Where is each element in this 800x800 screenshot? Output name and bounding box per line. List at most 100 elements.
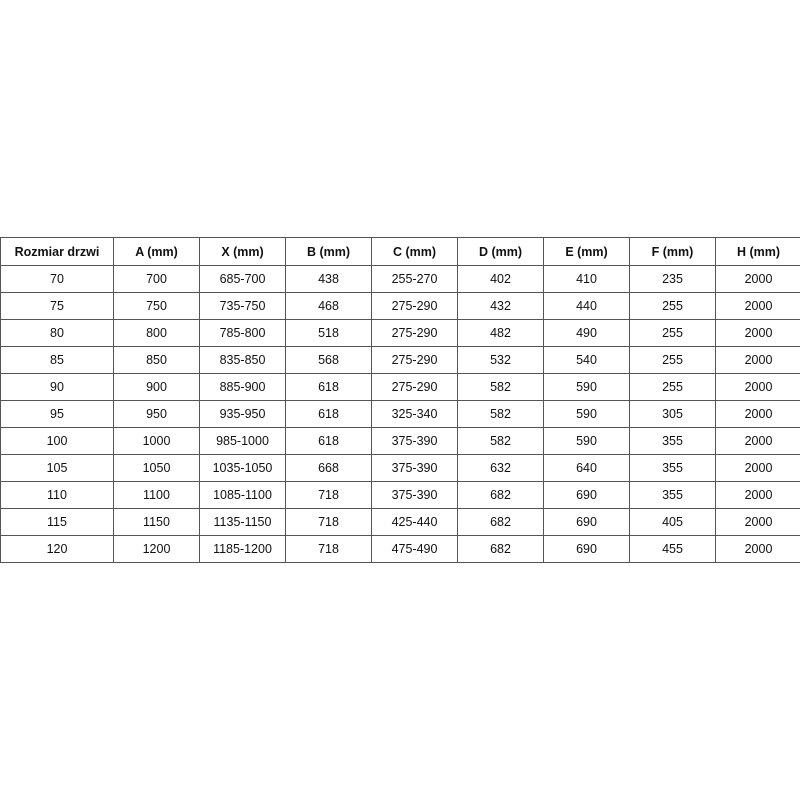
table-cell: 475-490 <box>371 535 458 563</box>
table-cell: 275-290 <box>371 346 458 374</box>
table-cell: 255 <box>629 373 716 401</box>
table-cell: 935-950 <box>199 400 286 428</box>
table-cell: 2000 <box>715 508 800 536</box>
table-cell: 275-290 <box>371 373 458 401</box>
table-cell: 1200 <box>113 535 200 563</box>
table-row: 85 850 835-850 568 275-290 532 540 255 2000 <box>0 346 800 374</box>
table-cell: 682 <box>457 535 544 563</box>
table-cell: 235 <box>629 265 716 293</box>
table-cell: 518 <box>285 319 372 347</box>
table-cell: 718 <box>285 481 372 509</box>
table-row: 80 800 785-800 518 275-290 482 490 255 2000 <box>0 319 800 347</box>
column-header: H (mm) <box>715 237 800 266</box>
table-cell: 682 <box>457 508 544 536</box>
table-cell: 618 <box>285 427 372 455</box>
table-cell: 305 <box>629 400 716 428</box>
table-cell: 735-750 <box>199 292 286 320</box>
table-cell: 718 <box>285 535 372 563</box>
table-cell: 375-390 <box>371 454 458 482</box>
column-header: Rozmiar drzwi <box>0 237 114 266</box>
table-cell: 2000 <box>715 400 800 428</box>
table-cell: 90 <box>0 373 114 401</box>
table-cell: 1000 <box>113 427 200 455</box>
table-cell: 850 <box>113 346 200 374</box>
table-cell: 70 <box>0 265 114 293</box>
table-cell: 718 <box>285 508 372 536</box>
table-cell: 255 <box>629 319 716 347</box>
table-cell: 75 <box>0 292 114 320</box>
table-cell: 618 <box>285 400 372 428</box>
table-row: 105 1050 1035-1050 668 375-390 632 640 355 2000 <box>0 454 800 482</box>
table-cell: 700 <box>113 265 200 293</box>
table-cell: 275-290 <box>371 319 458 347</box>
table-row: 70 700 685-700 438 255-270 402 410 235 2000 <box>0 265 800 293</box>
table-cell: 425-440 <box>371 508 458 536</box>
table-cell: 438 <box>285 265 372 293</box>
door-size-table: Rozmiar drzwi A (mm) X (mm) B (mm) C (mm) D (… <box>0 237 800 563</box>
table-cell: 95 <box>0 400 114 428</box>
table-cell: 2000 <box>715 535 800 563</box>
table-cell: 85 <box>0 346 114 374</box>
table-cell: 440 <box>543 292 630 320</box>
table-row: 115 1150 1135-1150 718 425-440 682 690 405 2000 <box>0 508 800 536</box>
table-header-row: Rozmiar drzwi A (mm) X (mm) B (mm) C (mm) D (… <box>0 237 800 266</box>
table-cell: 255 <box>629 292 716 320</box>
table-cell: 1050 <box>113 454 200 482</box>
table-cell: 375-390 <box>371 427 458 455</box>
table-cell: 2000 <box>715 319 800 347</box>
table-cell: 105 <box>0 454 114 482</box>
table-cell: 835-850 <box>199 346 286 374</box>
table-cell: 568 <box>285 346 372 374</box>
table-cell: 685-700 <box>199 265 286 293</box>
table-cell: 2000 <box>715 265 800 293</box>
table-cell: 255-270 <box>371 265 458 293</box>
column-header: F (mm) <box>629 237 716 266</box>
table-cell: 2000 <box>715 481 800 509</box>
table-row: 120 1200 1185-1200 718 475-490 682 690 455 2000 <box>0 535 800 563</box>
table-cell: 1135-1150 <box>199 508 286 536</box>
table-cell: 115 <box>0 508 114 536</box>
table-cell: 785-800 <box>199 319 286 347</box>
table-cell: 2000 <box>715 373 800 401</box>
table-cell: 900 <box>113 373 200 401</box>
column-header: B (mm) <box>285 237 372 266</box>
table-row: 100 1000 985-1000 618 375-390 582 590 355 2000 <box>0 427 800 455</box>
column-header: X (mm) <box>199 237 286 266</box>
table-cell: 110 <box>0 481 114 509</box>
table-cell: 482 <box>457 319 544 347</box>
table-cell: 1085-1100 <box>199 481 286 509</box>
table-cell: 80 <box>0 319 114 347</box>
table-cell: 1035-1050 <box>199 454 286 482</box>
table-cell: 2000 <box>715 427 800 455</box>
table-cell: 2000 <box>715 292 800 320</box>
table-cell: 690 <box>543 508 630 536</box>
table-cell: 590 <box>543 373 630 401</box>
table-cell: 582 <box>457 373 544 401</box>
table-cell: 532 <box>457 346 544 374</box>
table-cell: 355 <box>629 454 716 482</box>
table-cell: 120 <box>0 535 114 563</box>
table-cell: 1100 <box>113 481 200 509</box>
column-header: D (mm) <box>457 237 544 266</box>
table-cell: 255 <box>629 346 716 374</box>
column-header: E (mm) <box>543 237 630 266</box>
table-cell: 405 <box>629 508 716 536</box>
table-cell: 950 <box>113 400 200 428</box>
table-cell: 582 <box>457 400 544 428</box>
table-cell: 468 <box>285 292 372 320</box>
table-cell: 682 <box>457 481 544 509</box>
table-row: 95 950 935-950 618 325-340 582 590 305 2000 <box>0 400 800 428</box>
table-cell: 590 <box>543 427 630 455</box>
table-cell: 690 <box>543 481 630 509</box>
table-cell: 490 <box>543 319 630 347</box>
table-cell: 432 <box>457 292 544 320</box>
table-cell: 885-900 <box>199 373 286 401</box>
column-header: A (mm) <box>113 237 200 266</box>
table-cell: 640 <box>543 454 630 482</box>
table-cell: 410 <box>543 265 630 293</box>
table-cell: 618 <box>285 373 372 401</box>
table-cell: 355 <box>629 481 716 509</box>
table-cell: 375-390 <box>371 481 458 509</box>
table-cell: 690 <box>543 535 630 563</box>
table-cell: 540 <box>543 346 630 374</box>
